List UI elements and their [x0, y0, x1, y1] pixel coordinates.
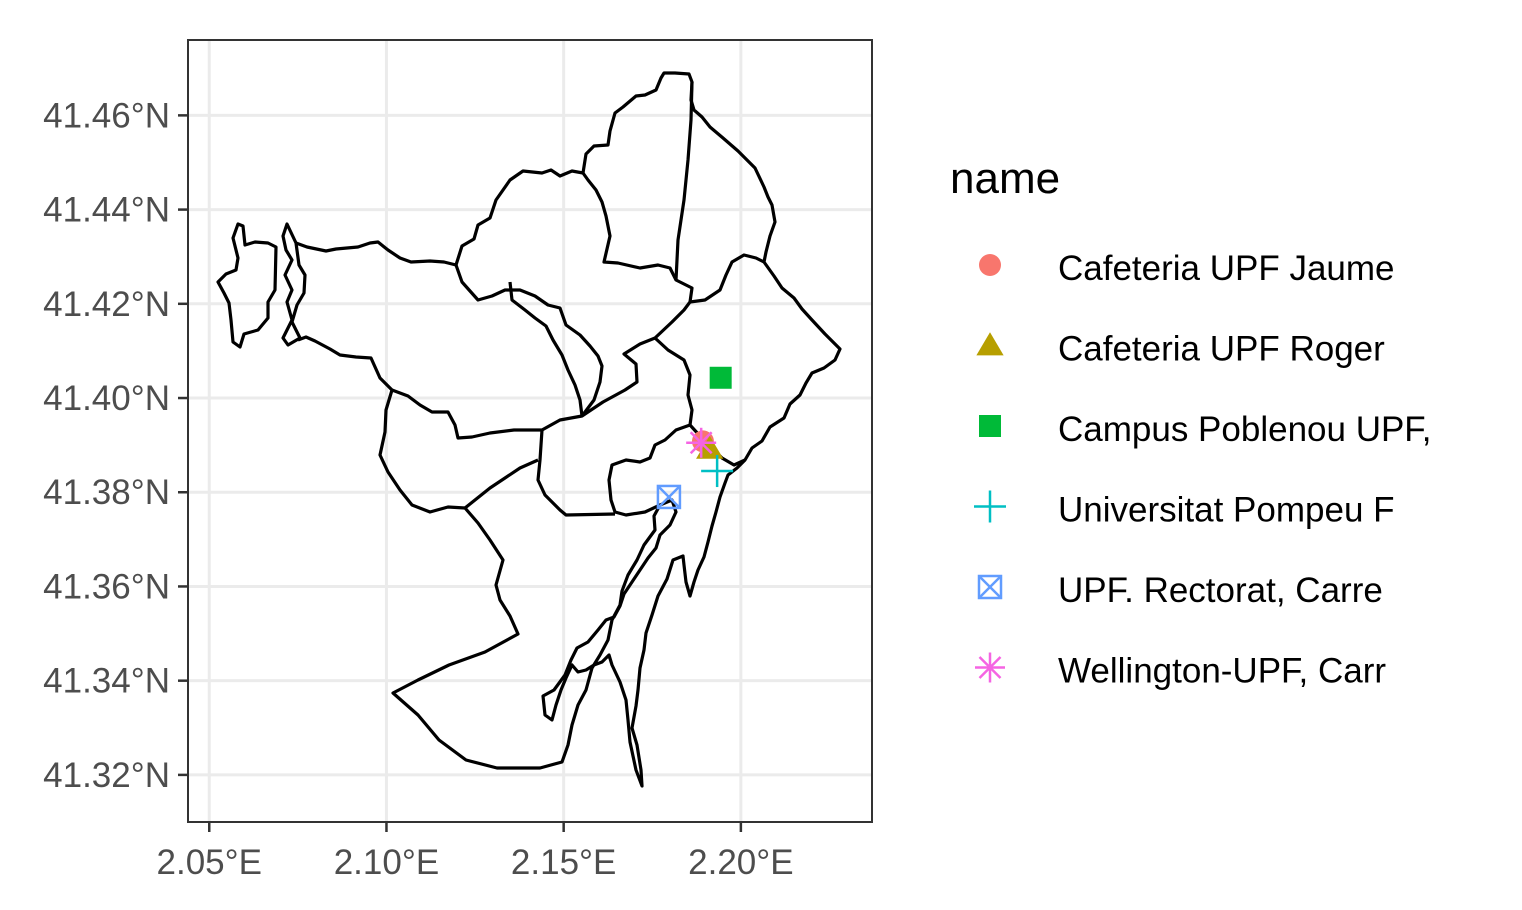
district-boundary — [281, 222, 307, 347]
y-tick-label: 41.36°N — [43, 567, 170, 606]
legend-label: Universitat Pompeu F — [1058, 491, 1395, 530]
legend-key — [975, 652, 1005, 683]
map-point — [696, 435, 724, 459]
x-tick-label: 2.15°E — [511, 843, 616, 882]
map-point — [656, 484, 682, 510]
panel-border — [187, 39, 873, 823]
city-outline — [216, 222, 278, 349]
x-axis: 2.05°E 2.10°E 2.15°E 2.20°E — [157, 822, 794, 882]
map-point — [701, 455, 734, 488]
legend-key — [976, 332, 1004, 356]
district-boundary — [689, 253, 765, 304]
y-tick-label: 41.44°N — [43, 191, 170, 230]
legend-title: name — [950, 154, 1060, 203]
district-boundary — [674, 81, 694, 281]
legend-label: Cafeteria UPF Roger — [1058, 330, 1385, 369]
x-tick-label: 2.10°E — [334, 843, 439, 882]
district-boundary — [391, 172, 694, 440]
y-tick-label: 41.40°N — [43, 379, 170, 418]
district-boundary — [464, 458, 539, 510]
map-point — [686, 427, 717, 458]
legend-label: UPF. Rectorat, Carre — [1058, 571, 1383, 610]
legend-key — [977, 574, 1003, 600]
map-point — [709, 366, 732, 389]
y-tick-label: 41.38°N — [43, 473, 170, 512]
y-tick-label: 41.46°N — [43, 96, 170, 135]
legend-key — [974, 490, 1006, 523]
y-axis: 41.32°N 41.34°N 41.36°N 41.38°N 41.40°N 41.42… — [43, 96, 188, 795]
points-layer — [656, 366, 734, 510]
x-tick-label: 2.05°E — [157, 843, 262, 882]
legend-items: Cafeteria UPF Jaume Cafeteria UPF Roger Ca… — [974, 249, 1432, 691]
y-tick-label: 41.32°N — [43, 756, 170, 795]
y-tick-label: 41.42°N — [43, 285, 170, 324]
district-boundary — [536, 429, 616, 517]
legend-label: Campus Poblenou UPF, — [1058, 410, 1432, 449]
legend-key — [979, 254, 1001, 276]
legend-label: Cafeteria UPF Jaume — [1058, 249, 1395, 288]
y-tick-label: 41.34°N — [43, 662, 170, 701]
legend-key — [979, 415, 1001, 437]
district-boundary — [295, 71, 842, 788]
legend: name Cafeteria UPF Jaume Cafeteria UPF Ro… — [950, 154, 1432, 691]
x-tick-label: 2.20°E — [688, 843, 793, 882]
legend-label: Wellington-UPF, Carr — [1058, 652, 1386, 691]
district-boundary — [454, 264, 604, 417]
district-boundary — [508, 281, 584, 417]
district-boundary — [607, 336, 694, 517]
